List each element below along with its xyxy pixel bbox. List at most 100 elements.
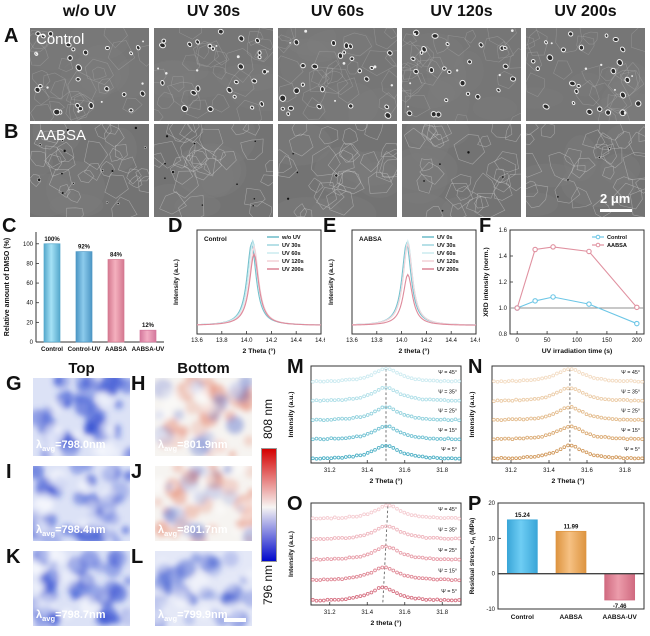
panel-f-letter: F	[479, 215, 492, 237]
panel-p-letter: P	[468, 493, 482, 515]
svg-text:1.4: 1.4	[499, 254, 508, 260]
svg-text:Ψ = 35°: Ψ = 35°	[438, 528, 457, 534]
svg-text:2 Theta (°): 2 Theta (°)	[243, 347, 276, 355]
lambda-symbol: λ	[158, 609, 165, 621]
svg-text:Ψ = 35°: Ψ = 35°	[621, 389, 640, 395]
lambda-value: =798.4nm	[55, 524, 106, 536]
lambda-subscript: avg	[164, 444, 178, 454]
panel-n-letter: N	[468, 356, 483, 378]
svg-text:Ψ = 5°: Ψ = 5°	[624, 447, 640, 453]
panel-g-letter: G	[6, 373, 22, 395]
svg-text:31.6: 31.6	[399, 610, 411, 616]
panel-d-letter: D	[168, 215, 183, 237]
lambda-avg-label-i: λavg=798.4nm	[36, 524, 106, 538]
svg-text:AABSA-UV: AABSA-UV	[603, 614, 638, 621]
chart-xrd-control: 13.6 13.8 14.0 14.2 14.4 14.6 2 Theta (°) Inten…	[173, 229, 325, 355]
svg-text:1.2: 1.2	[499, 280, 508, 286]
lambda-subscript: avg	[164, 614, 178, 624]
svg-text:UV 120s: UV 120s	[282, 259, 304, 265]
svg-text:Relative amount of DMSO (%): Relative amount of DMSO (%)	[4, 238, 11, 336]
panel-m-letter: M	[287, 356, 304, 378]
svg-text:Ψ = 45°: Ψ = 45°	[438, 370, 457, 376]
svg-text:31.8: 31.8	[436, 468, 448, 474]
sem-image-aabsa-uv200	[526, 124, 645, 217]
svg-text:0: 0	[492, 572, 496, 578]
sem-image-aabsa-uv30	[154, 124, 273, 217]
svg-text:150: 150	[602, 338, 613, 344]
sem-image-aabsa-uv120	[402, 124, 521, 217]
lambda-value: =801.9nm	[177, 439, 228, 451]
svg-text:-10: -10	[486, 607, 495, 613]
panel-k-letter: K	[6, 546, 21, 568]
svg-text:UV 60s: UV 60s	[437, 251, 456, 257]
svg-text:31.8: 31.8	[436, 610, 448, 616]
svg-text:15.24: 15.24	[515, 513, 531, 519]
svg-text:12%: 12%	[142, 323, 155, 329]
svg-text:UV 200s: UV 200s	[437, 267, 459, 273]
svg-text:100%: 100%	[44, 237, 60, 243]
panel-l-letter: L	[131, 546, 144, 568]
colorbar-bottom-label: 796 nm	[261, 564, 275, 606]
svg-text:Control: Control	[511, 614, 534, 621]
lambda-symbol: λ	[36, 439, 43, 451]
svg-text:20: 20	[488, 501, 495, 507]
svg-text:AABSA: AABSA	[607, 243, 627, 249]
panel-j-letter: J	[131, 461, 143, 483]
svg-text:31.6: 31.6	[581, 468, 593, 474]
pl-map-top-k	[33, 551, 130, 626]
svg-text:31.2: 31.2	[324, 610, 336, 616]
svg-text:w/o UV: w/o UV	[281, 235, 301, 241]
svg-text:Ψ = 45°: Ψ = 45°	[621, 370, 640, 376]
svg-text:Ψ = 5°: Ψ = 5°	[441, 589, 457, 595]
sem-image-control-uv200	[526, 28, 645, 121]
panel-a-letter: A	[4, 25, 19, 47]
svg-text:14.6: 14.6	[470, 338, 480, 344]
colorbar	[261, 448, 277, 562]
svg-text:Control: Control	[204, 236, 227, 243]
svg-text:Intensity (a.u.): Intensity (a.u.)	[288, 531, 295, 577]
chart-psi-scan-aabsa: 31.2 31.4 31.6 31.8 2 Theta (°) Intensity (a.…	[469, 365, 645, 485]
panel-h-letter: H	[131, 373, 146, 395]
svg-text:14.4: 14.4	[445, 338, 457, 344]
svg-text:AABSA: AABSA	[359, 236, 382, 243]
svg-text:2 theta (°): 2 theta (°)	[398, 347, 429, 355]
column-header-wo-uv: w/o UV	[62, 3, 117, 20]
lambda-avg-label-k: λavg=798.7nm	[36, 609, 106, 623]
svg-text:UV 60s: UV 60s	[282, 251, 301, 257]
svg-text:50: 50	[544, 338, 551, 344]
lambda-symbol: λ	[36, 609, 43, 621]
svg-text:31.4: 31.4	[543, 468, 555, 474]
chart-xrd-aabsa: 13.6 13.8 14.0 14.2 14.4 14.6 2 theta (°) Inten…	[328, 229, 480, 355]
lambda-symbol: λ	[158, 524, 165, 536]
svg-text:14.0: 14.0	[396, 338, 408, 344]
svg-text:40: 40	[26, 301, 33, 307]
lambda-subscript: avg	[42, 614, 56, 624]
chart-psi-scan-control: 31.2 31.4 31.6 31.8 2 Theta (°) Intensity (a.…	[288, 365, 462, 485]
svg-text:2 Theta (°): 2 Theta (°)	[552, 477, 585, 485]
lambda-avg-label-g: λavg=798.0nm	[36, 439, 106, 453]
panel-o-letter: O	[287, 493, 303, 515]
svg-text:80: 80	[26, 261, 33, 267]
svg-text:31.4: 31.4	[361, 610, 373, 616]
svg-text:2 Theta (°): 2 Theta (°)	[370, 477, 403, 485]
svg-text:UV 120s: UV 120s	[437, 259, 459, 265]
svg-text:84%: 84%	[110, 253, 123, 259]
svg-text:13.6: 13.6	[191, 338, 203, 344]
svg-text:Intensity (a.u.): Intensity (a.u.)	[288, 391, 295, 437]
pl-map-top-i	[33, 466, 130, 541]
svg-text:Ψ = 15°: Ψ = 15°	[621, 428, 640, 434]
svg-text:13.8: 13.8	[371, 338, 383, 344]
svg-text:0: 0	[516, 338, 520, 344]
column-header-uv30: UV 30s	[186, 3, 241, 20]
pl-map-bottom-h	[155, 378, 252, 456]
svg-text:Intensity (a.u.): Intensity (a.u.)	[328, 259, 335, 305]
panel-e-letter: E	[323, 215, 337, 237]
svg-text:10: 10	[488, 536, 495, 542]
lambda-avg-label-l: λavg=799.9nm	[158, 609, 228, 623]
panel-i-letter: I	[6, 461, 12, 483]
svg-text:UV 0s: UV 0s	[437, 235, 453, 241]
lambda-value: =798.0nm	[55, 439, 106, 451]
lambda-value: =799.9nm	[177, 609, 228, 621]
svg-text:Ψ = 25°: Ψ = 25°	[621, 409, 640, 415]
